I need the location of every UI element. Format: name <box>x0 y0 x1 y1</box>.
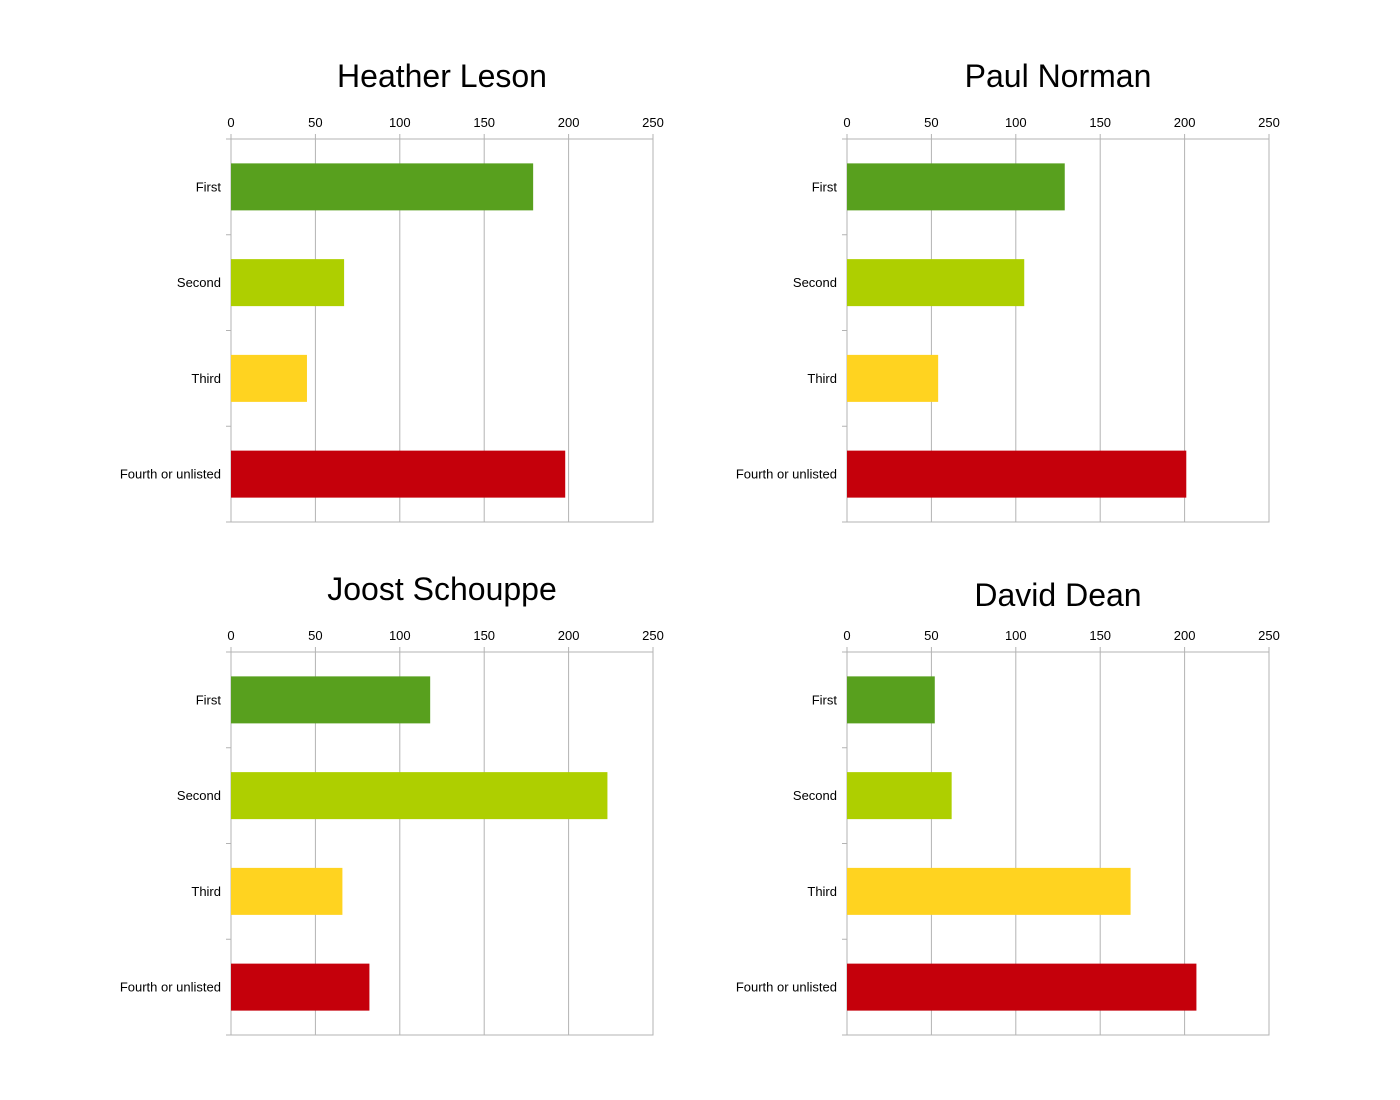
x-tick-label: 150 <box>473 628 495 643</box>
x-tick-label: 100 <box>1005 115 1027 130</box>
x-tick-label: 0 <box>227 628 234 643</box>
x-tick-label: 200 <box>1174 115 1196 130</box>
x-tick-label: 0 <box>843 628 850 643</box>
bar <box>231 867 343 915</box>
x-tick-label: 50 <box>308 628 322 643</box>
category-label: Third <box>191 884 221 899</box>
category-label: First <box>196 692 222 707</box>
chart-title: David Dean <box>974 577 1141 613</box>
category-label: Third <box>807 884 837 899</box>
category-label: Fourth or unlisted <box>736 467 837 482</box>
category-label: Fourth or unlisted <box>736 980 837 995</box>
chart-title: Heather Leson <box>337 58 547 94</box>
bar <box>847 163 1065 211</box>
bar <box>847 867 1131 915</box>
x-tick-label: 250 <box>1258 115 1280 130</box>
category-label: First <box>196 179 222 194</box>
category-label: First <box>812 692 838 707</box>
x-tick-label: 50 <box>924 628 938 643</box>
bar <box>847 772 952 820</box>
category-label: First <box>812 179 838 194</box>
x-tick-label: 100 <box>389 115 411 130</box>
x-tick-label: 150 <box>1089 115 1111 130</box>
x-tick-label: 200 <box>1174 628 1196 643</box>
bar-chart-panel: Paul Norman 0 50 100 150 200 250 First Second Thi… <box>736 58 1280 523</box>
bar <box>847 259 1025 307</box>
bar <box>847 963 1197 1011</box>
bar <box>231 163 534 211</box>
category-label: Third <box>807 371 837 386</box>
bar <box>231 676 431 724</box>
bar <box>231 259 345 307</box>
category-label: Third <box>191 371 221 386</box>
category-label: Second <box>793 275 837 290</box>
x-tick-label: 150 <box>473 115 495 130</box>
x-tick-label: 50 <box>308 115 322 130</box>
bar <box>847 354 939 402</box>
x-tick-label: 150 <box>1089 628 1111 643</box>
x-tick-label: 100 <box>1005 628 1027 643</box>
x-tick-label: 0 <box>227 115 234 130</box>
bar-chart-panel: Heather Leson 0 50 100 150 200 250 First Second T… <box>120 58 664 523</box>
bar-chart-panel: David Dean 0 50 100 150 200 250 First Second Thir… <box>736 577 1280 1036</box>
bar <box>847 450 1187 498</box>
bar <box>231 450 566 498</box>
bar-chart-panel: Joost Schouppe 0 50 100 150 200 250 First Second… <box>120 571 664 1036</box>
bar <box>847 676 935 724</box>
category-label: Second <box>177 275 221 290</box>
category-label: Second <box>793 788 837 803</box>
x-tick-label: 100 <box>389 628 411 643</box>
x-tick-label: 250 <box>642 115 664 130</box>
x-tick-label: 200 <box>558 115 580 130</box>
x-tick-label: 200 <box>558 628 580 643</box>
x-tick-label: 0 <box>843 115 850 130</box>
category-label: Second <box>177 788 221 803</box>
category-label: Fourth or unlisted <box>120 980 221 995</box>
bar <box>231 354 307 402</box>
x-tick-label: 250 <box>1258 628 1280 643</box>
x-tick-label: 250 <box>642 628 664 643</box>
bar <box>231 963 370 1011</box>
chart-title: Joost Schouppe <box>327 571 557 607</box>
category-label: Fourth or unlisted <box>120 467 221 482</box>
bar <box>231 772 608 820</box>
x-tick-label: 50 <box>924 115 938 130</box>
chart-title: Paul Norman <box>965 58 1152 94</box>
